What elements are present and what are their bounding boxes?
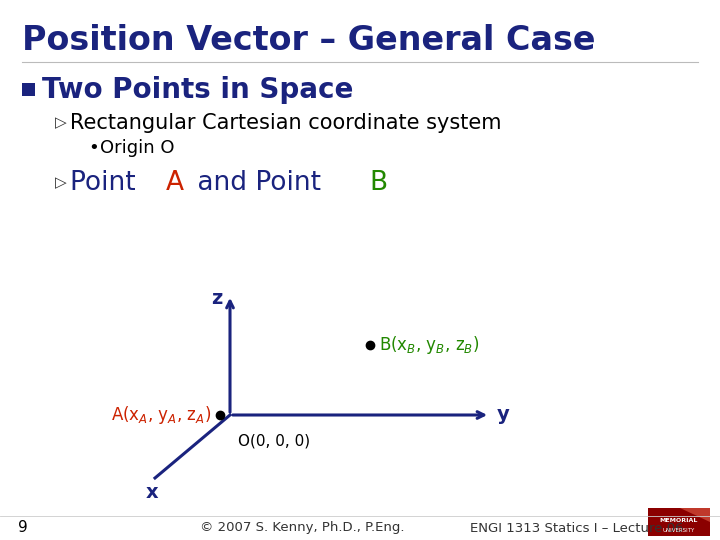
- Text: Point: Point: [70, 170, 144, 196]
- Text: © 2007 S. Kenny, Ph.D., P.Eng.: © 2007 S. Kenny, Ph.D., P.Eng.: [200, 522, 405, 535]
- Text: A(x$_A$, y$_A$, z$_A$): A(x$_A$, y$_A$, z$_A$): [111, 404, 211, 426]
- Text: B(x$_B$, y$_B$, z$_B$): B(x$_B$, y$_B$, z$_B$): [379, 334, 480, 356]
- Text: •: •: [88, 139, 99, 157]
- Text: ENGI 1313 Statics I – Lecture 06: ENGI 1313 Statics I – Lecture 06: [470, 522, 683, 535]
- Text: y: y: [497, 406, 509, 424]
- Polygon shape: [680, 508, 710, 522]
- Text: Rectangular Cartesian coordinate system: Rectangular Cartesian coordinate system: [70, 113, 502, 133]
- Text: ▷: ▷: [55, 176, 67, 191]
- Text: A: A: [166, 170, 184, 196]
- Text: MEMORIAL: MEMORIAL: [660, 517, 698, 523]
- Text: UNIVERSITY: UNIVERSITY: [663, 528, 695, 532]
- Text: ▷: ▷: [55, 116, 67, 131]
- Text: 9: 9: [18, 521, 28, 536]
- Bar: [648, 508, 710, 536]
- Text: and Point: and Point: [189, 170, 329, 196]
- Bar: [22, 83, 35, 96]
- Text: Two Points in Space: Two Points in Space: [42, 76, 354, 104]
- Text: Origin O: Origin O: [100, 139, 174, 157]
- Text: Position Vector – General Case: Position Vector – General Case: [22, 24, 595, 57]
- Text: O(0, 0, 0): O(0, 0, 0): [238, 433, 310, 448]
- Text: z: z: [212, 289, 222, 308]
- Text: B: B: [370, 170, 388, 196]
- Text: x: x: [145, 483, 158, 502]
